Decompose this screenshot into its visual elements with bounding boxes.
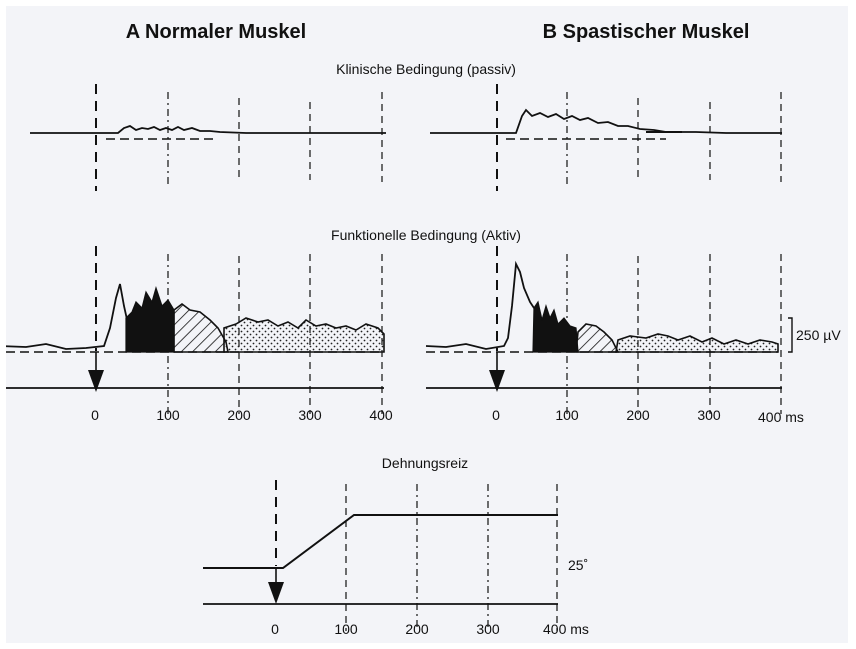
label-active-condition: Funktionelle Bedingung (Aktiv) bbox=[331, 227, 521, 243]
tick-a-300: 300 bbox=[298, 407, 322, 423]
passive-normal-trace-group bbox=[30, 84, 386, 191]
tick-b-100: 100 bbox=[555, 407, 579, 423]
stimulus-arrow-icon bbox=[88, 370, 104, 392]
emg-diagram: A Normaler Muskel B Spastischer Muskel K… bbox=[6, 21, 841, 637]
stretch-stimulus-group: 25˚ bbox=[203, 480, 588, 631]
tick-a-400: 400 bbox=[369, 407, 393, 423]
stimulus-arrow-icon bbox=[489, 370, 505, 392]
active-normal-trace-group bbox=[6, 246, 385, 414]
active-normal-emg-trace bbox=[6, 283, 129, 350]
stretch-ramp-trace bbox=[203, 514, 558, 569]
active-spastic-late-response bbox=[615, 333, 779, 353]
active-spastic-trace-group: 250 µV bbox=[425, 246, 841, 414]
tick-b-200: 200 bbox=[626, 407, 650, 423]
active-normal-late-response bbox=[223, 317, 385, 353]
emg-scale-bracket bbox=[788, 317, 793, 353]
header-spastic-muscle: B Spastischer Muskel bbox=[543, 21, 750, 43]
passive-spastic-trace-group bbox=[430, 84, 782, 191]
tick-a-100: 100 bbox=[156, 407, 180, 423]
active-spastic-short-response bbox=[532, 300, 579, 353]
tick-b-400ms: 400 ms bbox=[758, 409, 804, 425]
header-normal-muscle: A Normaler Muskel bbox=[126, 21, 306, 43]
passive-normal-emg-trace bbox=[30, 125, 386, 134]
angle-scale-label: 25˚ bbox=[568, 557, 588, 573]
active-spastic-emg-trace bbox=[425, 260, 535, 350]
tick-c-0: 0 bbox=[271, 621, 279, 637]
tick-a-0: 0 bbox=[91, 407, 99, 423]
active-normal-short-response bbox=[125, 285, 175, 353]
emg-scale-label: 250 µV bbox=[796, 327, 841, 343]
tick-b-0: 0 bbox=[492, 407, 500, 423]
tick-c-400ms: 400 ms bbox=[543, 621, 589, 637]
tick-b-300: 300 bbox=[697, 407, 721, 423]
passive-spastic-emg-trace bbox=[430, 108, 782, 134]
tick-c-300: 300 bbox=[476, 621, 500, 637]
label-stretch-stimulus: Dehnungsreiz bbox=[382, 455, 468, 471]
active-normal-medium-response bbox=[173, 303, 229, 353]
tick-a-200: 200 bbox=[227, 407, 251, 423]
label-passive-condition: Klinische Bedingung (passiv) bbox=[336, 61, 516, 77]
active-spastic-medium-response bbox=[575, 323, 620, 353]
tick-c-200: 200 bbox=[405, 621, 429, 637]
figure-panel: A Normaler Muskel B Spastischer Muskel K… bbox=[6, 6, 848, 643]
stimulus-arrow-icon bbox=[268, 582, 284, 604]
tick-c-100: 100 bbox=[334, 621, 358, 637]
